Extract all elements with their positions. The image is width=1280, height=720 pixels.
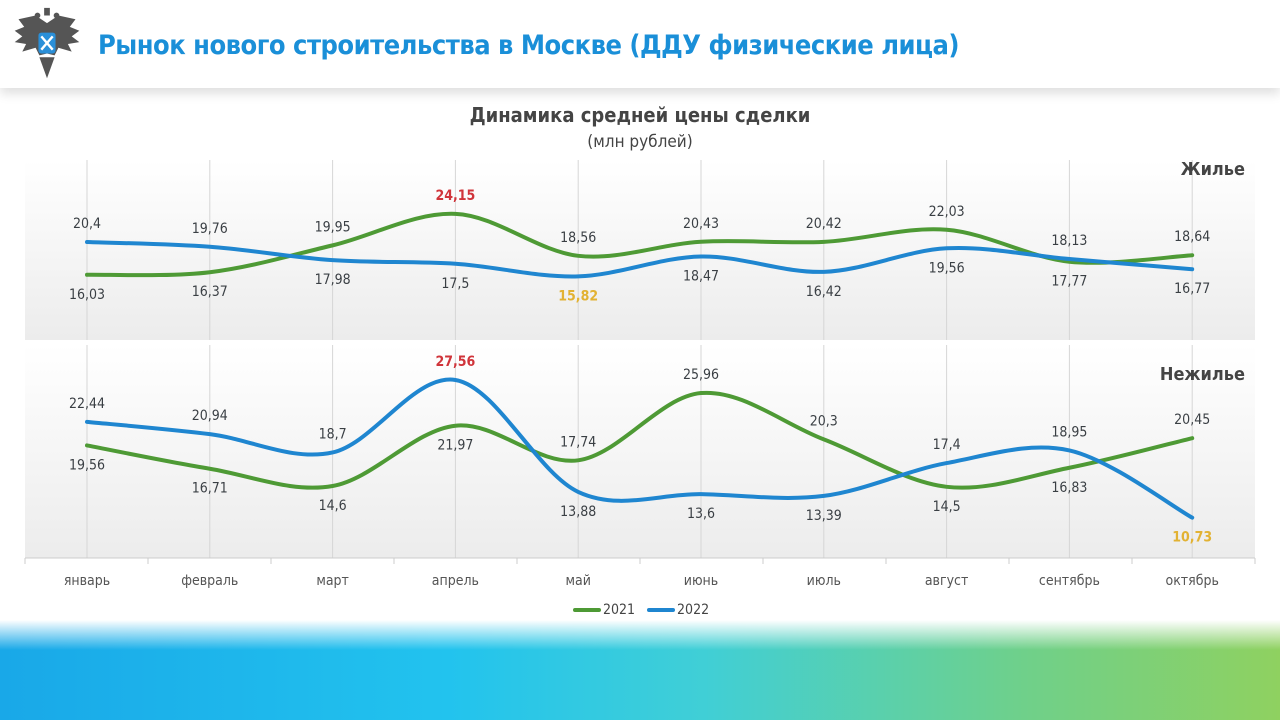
x-tick-label: январь [64,573,110,589]
data-label-2022: 22,44 [69,396,105,412]
x-tick-label: апрель [432,573,479,589]
series-line-2022-panel-2 [85,377,1195,520]
series-line-2022-panel-1 [85,240,1195,279]
x-tick-label: февраль [181,573,238,589]
data-label-2021: 22,03 [929,204,965,220]
data-label-2022: 13,88 [560,504,596,520]
emblem-logo [14,7,80,79]
data-label-2022: 10,73 [1172,530,1212,546]
data-label-2021: 17,74 [560,434,596,450]
data-label-2022: 18,13 [1051,233,1087,249]
legend-swatch-2022 [647,608,676,612]
x-tick-label: июль [807,573,841,589]
data-label-2021: 20,3 [810,413,838,429]
data-label-2021: 25,96 [683,367,719,383]
x-tick-label: июнь [684,573,718,589]
data-label-2021: 16,37 [192,284,228,300]
x-tick-label: март [316,573,349,589]
data-label-2021: 17,77 [1051,274,1087,290]
data-label-2022: 15,82 [558,288,598,304]
data-label-2022: 19,76 [192,221,228,237]
legend-label-2022: 2022 [677,602,710,618]
legend-label-2021: 2021 [603,602,636,618]
data-label-2021: 16,83 [1051,480,1087,496]
data-label-2022: 18,95 [1051,424,1087,440]
x-tick-label: сентябрь [1039,573,1100,589]
data-label-2021: 14,5 [933,499,961,515]
series-line-2021-panel-1 [85,211,1195,278]
data-label-2022: 19,56 [929,260,965,276]
header: Рынок нового строительства в Москве (ДДУ… [0,0,1280,88]
data-label-2022: 20,4 [73,216,101,232]
data-label-2021: 14,6 [319,498,347,514]
data-label-2021: 20,45 [1174,412,1210,428]
legend: 2021 2022 [573,602,709,618]
x-tick-label: август [925,573,968,589]
data-label-2021: 18,64 [1174,229,1210,245]
data-label-2022: 18,47 [683,268,719,284]
chart-title: Динамика средней цены сделки [469,103,811,127]
panel-label-2: Нежилье [1160,364,1245,385]
data-label-2022: 13,39 [806,508,842,524]
data-label-2022: 16,42 [806,284,842,300]
data-label-2021: 16,03 [69,287,105,303]
panel-label-1: Жилье [1181,159,1245,180]
plot-area-2 [25,345,1255,558]
legend-item-2022: 2022 [647,602,709,618]
data-label-2022: 17,5 [441,276,469,292]
data-label-2022: 17,98 [315,272,351,288]
bottom-gradient-band [0,620,1280,720]
data-label-2022: 17,4 [933,437,961,453]
data-label-2021: 16,71 [192,481,228,497]
data-label-2021: 19,56 [69,457,105,473]
data-label-2022: 13,6 [687,506,715,522]
data-label-2021: 19,95 [315,219,351,235]
data-label-2021: 24,15 [435,188,475,204]
data-label-2021: 20,43 [683,216,719,232]
data-label-2022: 20,94 [192,408,228,424]
data-label-2022: 16,77 [1174,281,1210,297]
data-label-2021: 18,56 [560,230,596,246]
page-title: Рынок нового строительства в Москве (ДДУ… [98,30,960,61]
series-line-2021-panel-2 [85,390,1195,490]
data-label-2021: 21,97 [437,438,473,454]
data-label-2022: 27,56 [435,354,475,370]
x-tick-label: октябрь [1165,573,1218,589]
x-tick-label: май [565,573,590,589]
data-label-2022: 18,7 [319,426,347,442]
legend-swatch-2021 [573,608,601,612]
data-label-2021: 20,42 [806,216,842,232]
legend-item-2021: 2021 [573,602,635,618]
chart-subtitle: (млн рублей) [587,132,693,152]
